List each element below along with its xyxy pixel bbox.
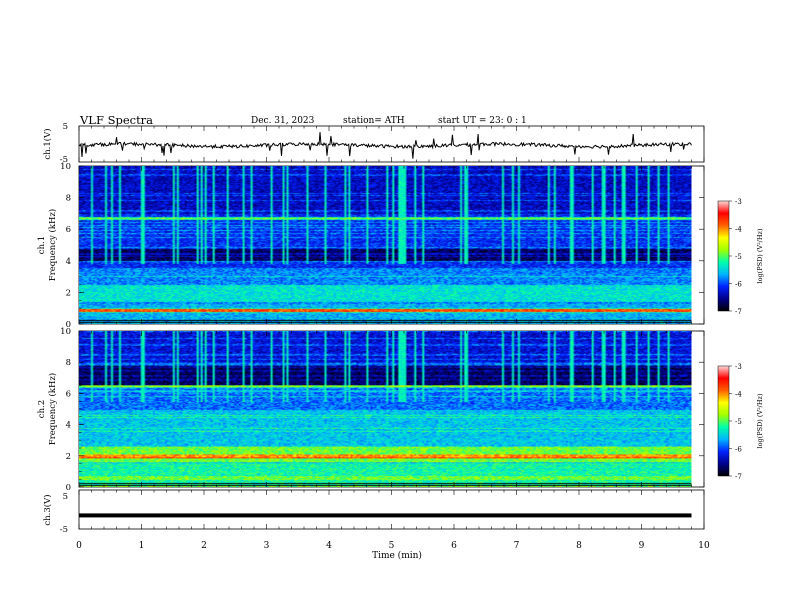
colorbar-tick-label: -6: [735, 281, 742, 289]
x-tick-label: 6: [451, 541, 457, 551]
x-tick-label: 10: [698, 541, 710, 551]
station-label: station= ATH: [343, 116, 405, 126]
ch3-waveform-trace: [79, 513, 692, 518]
ch3-waveform-frame: [78, 489, 705, 530]
x-tick-label: 2: [201, 541, 207, 551]
ch2-colorbar-label: log(PSD) (V²/Hz): [756, 393, 764, 448]
ch2-colorbar-ticks: -3 -4 -5 -6 -7: [729, 363, 742, 481]
colorbar-tick-label: -7: [735, 473, 742, 481]
time-axis-tick-labels: 0 1 2 3 4 5 6 7 8 9 10: [76, 541, 710, 551]
colorbar-tick-label: -3: [735, 363, 742, 371]
colorbar-tick-label: -3: [735, 198, 742, 206]
ch1-colorbar-ticks: -3 -4 -5 -6 -7: [729, 198, 742, 316]
x-tick-label: 8: [576, 541, 582, 551]
ch1-freq-ylabel-line2: Frequency (kHz): [47, 209, 58, 281]
ch2-spectrogram-image: [79, 331, 692, 487]
x-tick-label: 3: [264, 541, 270, 551]
ch2-freq-ylabel-line1: ch.2: [37, 400, 47, 418]
ch2-spectrogram-panel: 10 8 6 4 2 0 ch.2 Frequency (kHz): [37, 327, 705, 493]
y-tick-label: 8: [66, 194, 71, 204]
date-label: Dec. 31, 2023: [251, 116, 315, 126]
y-tick-label: 2: [66, 452, 71, 462]
y-tick-label: 8: [66, 358, 71, 368]
ch1-colorbar: -3 -4 -5 -6 -7 log(PSD) (V²/Hz): [717, 198, 764, 316]
start-ut-label: start UT = 23: 0 : 1: [438, 116, 527, 126]
y-tick-label: 0: [66, 483, 71, 493]
x-tick-label: 5: [389, 541, 395, 551]
y-tick-label: 4: [66, 421, 71, 431]
ch1-spectrogram-image: [79, 166, 692, 324]
ch1-ytick-bottom: -5: [60, 155, 68, 165]
colorbar-tick-label: -5: [735, 418, 742, 426]
ch1-freq-ylabel-line1: ch.1: [37, 236, 47, 254]
colorbar-tick-label: -4: [735, 391, 742, 399]
colorbar-tick-label: -6: [735, 446, 742, 454]
figure-title: VLF Spectra: [79, 113, 153, 127]
ch3-ytick-bottom: -5: [60, 525, 68, 535]
ch1-spectrogram-yticks: 10 8 6 4 2 0: [60, 162, 704, 330]
x-tick-label: 0: [76, 541, 82, 551]
x-tick-label: 9: [639, 541, 645, 551]
colorbar-tick-label: -5: [735, 253, 742, 261]
ch1-spectrogram-panel: 10 8 6 4 2 0 ch.1 Frequency (kHz): [37, 162, 705, 330]
colorbar-tick-label: -7: [735, 308, 742, 316]
x-tick-label: 1: [139, 541, 145, 551]
y-tick-label: 6: [66, 389, 71, 399]
ch2-colorbar-gradient: [717, 365, 730, 477]
ch1-colorbar-gradient: [717, 200, 730, 312]
ch2-freq-ylabel-line2: Frequency (kHz): [47, 373, 58, 445]
ch1-ylabel: ch.1(V): [42, 128, 53, 159]
x-tick-label: 7: [514, 541, 520, 551]
y-tick-label: 10: [60, 162, 71, 172]
ch2-colorbar: -3 -4 -5 -6 -7 log(PSD) (V²/Hz): [717, 363, 764, 481]
colorbar-tick-label: -4: [735, 226, 742, 234]
ch3-ytick-top: 5: [63, 492, 68, 502]
y-tick-label: 0: [66, 320, 71, 330]
x-tick-label: 4: [326, 541, 332, 551]
ch1-ytick-top: 5: [63, 122, 68, 132]
ch1-colorbar-label: log(PSD) (V²/Hz): [756, 228, 764, 283]
time-axis-label: Time (min): [372, 550, 422, 561]
y-tick-label: 2: [66, 288, 71, 298]
ch3-ylabel: ch.3(V): [42, 494, 53, 525]
ch1-waveform-trace: [78, 132, 692, 159]
y-tick-label: 6: [66, 225, 71, 235]
ch2-spectrogram-yticks: 10 8 6 4 2 0: [60, 327, 704, 493]
y-tick-label: 4: [66, 257, 71, 267]
time-axis-ticks: [78, 126, 705, 529]
y-tick-label: 10: [60, 327, 71, 337]
